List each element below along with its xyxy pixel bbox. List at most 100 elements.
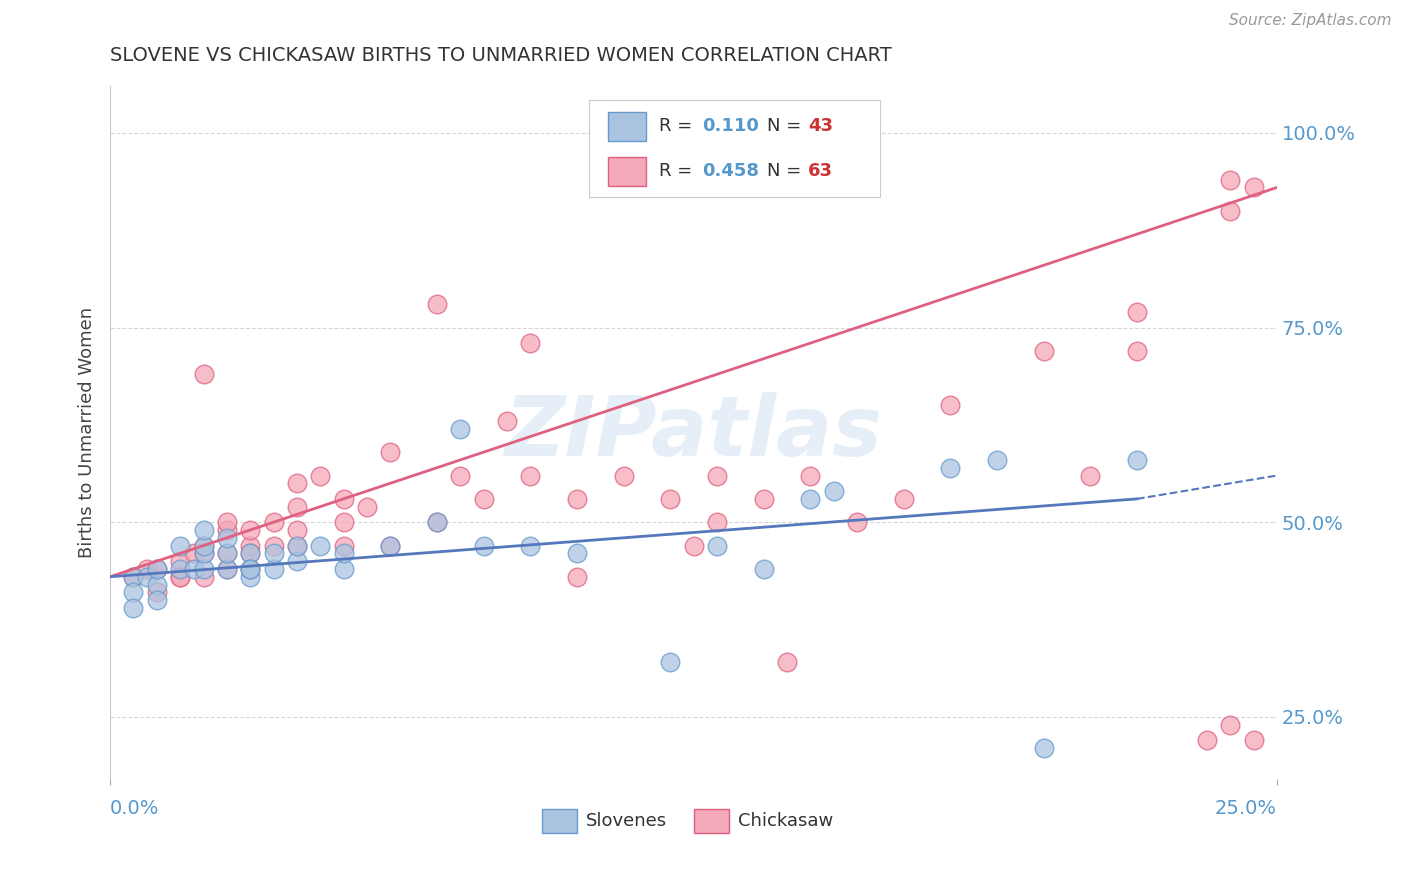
Point [426, 297, 449, 311]
Text: Slovenes: Slovenes [586, 812, 668, 830]
Text: SLOVENE VS CHICKASAW BIRTHS TO UNMARRIED WOMEN CORRELATION CHART: SLOVENE VS CHICKASAW BIRTHS TO UNMARRIED… [110, 46, 891, 65]
Point [1078, 468, 1101, 483]
Text: Chickasaw: Chickasaw [738, 812, 834, 830]
Point [426, 515, 449, 529]
Point [449, 468, 471, 483]
Point [285, 539, 308, 553]
Point [1219, 203, 1241, 218]
Point [285, 500, 308, 514]
Point [183, 546, 205, 560]
Point [776, 656, 799, 670]
Point [449, 422, 471, 436]
Point [239, 546, 262, 560]
Point [1032, 343, 1054, 358]
Point [193, 523, 215, 537]
Point [193, 546, 215, 560]
Point [239, 523, 262, 537]
Point [565, 570, 588, 584]
Point [169, 554, 191, 568]
Point [309, 539, 332, 553]
Point [823, 484, 845, 499]
Point [986, 453, 1008, 467]
Point [136, 562, 159, 576]
Point [332, 546, 354, 560]
Point [263, 546, 285, 560]
Point [309, 468, 332, 483]
Point [380, 539, 402, 553]
Point [332, 562, 354, 576]
Point [1243, 180, 1265, 194]
Point [263, 515, 285, 529]
Text: R =: R = [658, 117, 697, 135]
Point [893, 491, 915, 506]
Point [169, 570, 191, 584]
Point [682, 539, 704, 553]
Bar [609, 112, 645, 141]
Point [1126, 305, 1149, 319]
Point [939, 460, 962, 475]
Point [519, 539, 541, 553]
Point [169, 570, 191, 584]
Point [169, 562, 191, 576]
Point [193, 570, 215, 584]
Text: N =: N = [768, 162, 807, 180]
Point [215, 515, 238, 529]
Point [285, 523, 308, 537]
Point [519, 468, 541, 483]
Point [519, 336, 541, 351]
Text: ZIPatlas: ZIPatlas [505, 392, 883, 473]
Point [356, 500, 378, 514]
Text: 63: 63 [808, 162, 832, 180]
Point [1126, 453, 1149, 467]
Point [146, 562, 169, 576]
Point [285, 476, 308, 491]
Text: R =: R = [658, 162, 697, 180]
Point [193, 368, 215, 382]
Point [332, 539, 354, 553]
Text: 0.458: 0.458 [702, 162, 759, 180]
Point [285, 539, 308, 553]
Point [193, 539, 215, 553]
Point [752, 562, 775, 576]
Point [215, 562, 238, 576]
Point [239, 562, 262, 576]
Point [496, 414, 519, 428]
Point [565, 546, 588, 560]
Point [706, 515, 728, 529]
Point [122, 570, 145, 584]
Text: N =: N = [768, 117, 807, 135]
Point [659, 491, 682, 506]
Point [799, 491, 821, 506]
Point [472, 539, 495, 553]
Point [193, 562, 215, 576]
Bar [693, 809, 728, 833]
Point [122, 570, 145, 584]
Point [193, 539, 215, 553]
Point [146, 562, 169, 576]
Point [1219, 717, 1241, 731]
Point [426, 515, 449, 529]
Point [239, 539, 262, 553]
Text: 0.0%: 0.0% [110, 798, 159, 818]
Point [239, 570, 262, 584]
Point [1219, 172, 1241, 186]
Point [215, 523, 238, 537]
Point [239, 562, 262, 576]
Point [799, 468, 821, 483]
Point [613, 468, 636, 483]
Point [1195, 733, 1218, 747]
Point [136, 570, 159, 584]
Text: 25.0%: 25.0% [1215, 798, 1277, 818]
Point [183, 562, 205, 576]
Point [939, 399, 962, 413]
Point [215, 546, 238, 560]
Point [193, 546, 215, 560]
Point [1243, 733, 1265, 747]
Point [215, 562, 238, 576]
Point [706, 539, 728, 553]
Text: 0.110: 0.110 [702, 117, 759, 135]
Point [122, 600, 145, 615]
Point [146, 593, 169, 607]
Point [380, 445, 402, 459]
Point [146, 585, 169, 599]
